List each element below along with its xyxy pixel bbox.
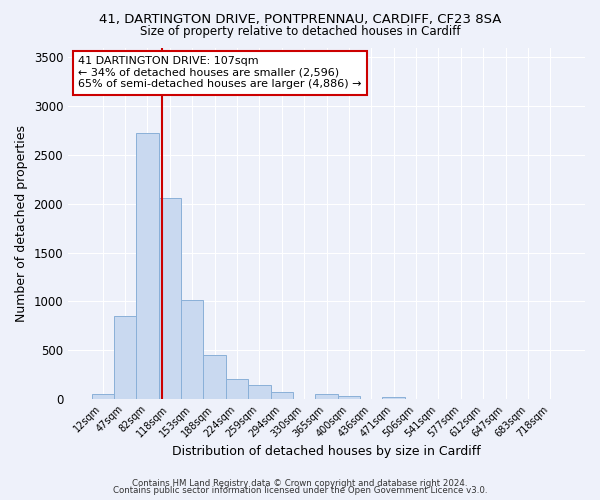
Text: Contains HM Land Registry data © Crown copyright and database right 2024.: Contains HM Land Registry data © Crown c…	[132, 478, 468, 488]
Bar	[382, 397, 405, 399]
Bar	[338, 396, 360, 399]
Bar	[136, 134, 158, 399]
Bar	[248, 385, 271, 399]
Bar	[226, 379, 248, 399]
Text: Contains public sector information licensed under the Open Government Licence v3: Contains public sector information licen…	[113, 486, 487, 495]
Bar	[181, 300, 203, 399]
Bar	[203, 354, 226, 399]
Bar	[92, 394, 114, 399]
Bar	[114, 316, 136, 399]
Y-axis label: Number of detached properties: Number of detached properties	[15, 125, 28, 322]
Text: Size of property relative to detached houses in Cardiff: Size of property relative to detached ho…	[140, 25, 460, 38]
Bar	[158, 198, 181, 399]
Bar	[271, 392, 293, 399]
X-axis label: Distribution of detached houses by size in Cardiff: Distribution of detached houses by size …	[172, 444, 481, 458]
Text: 41 DARTINGTON DRIVE: 107sqm
← 34% of detached houses are smaller (2,596)
65% of : 41 DARTINGTON DRIVE: 107sqm ← 34% of det…	[79, 56, 362, 90]
Text: 41, DARTINGTON DRIVE, PONTPRENNAU, CARDIFF, CF23 8SA: 41, DARTINGTON DRIVE, PONTPRENNAU, CARDI…	[99, 12, 501, 26]
Bar	[316, 394, 338, 399]
